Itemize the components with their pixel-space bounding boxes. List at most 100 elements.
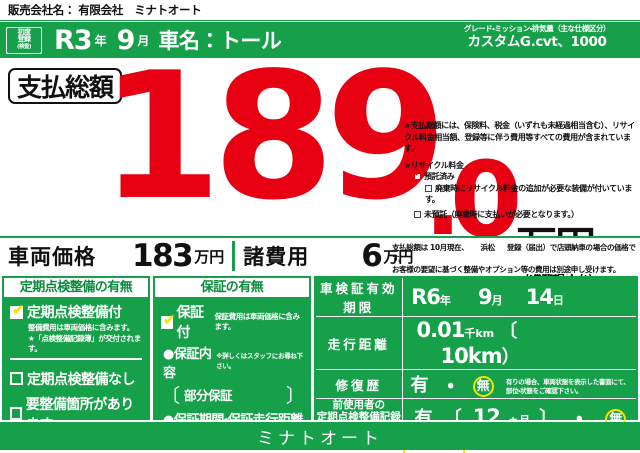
expiry-month-unit: 月 xyxy=(491,294,503,307)
table-row: 前使用者の 定期点検整備記録簿 有 〔 12 ヵ月 〕 ・ 無 xyxy=(316,398,636,436)
fine-print-1c: 登録（届出）で店頭納車の場合の価格です。 xyxy=(392,243,636,263)
car-name: 車名：トール xyxy=(158,29,282,53)
warranty-option-with-note: 保証費用は車両価格に含みます。 xyxy=(214,312,300,331)
total-price-area: 支払総額 189 . 0 万円 （消費税込み） ★支払総額には、保険料、税金（い… xyxy=(0,50,640,285)
checkbox-checked-icon[interactable] xyxy=(161,313,175,329)
repair-history-no-selected[interactable]: 無 xyxy=(472,376,494,397)
row-label-inspection-expiry: 車検証有効期限 xyxy=(316,278,403,317)
paren-close-icon: ） xyxy=(501,347,520,368)
dealer-bar: 販売会社名： 有限会社 ミナトオート xyxy=(0,0,640,21)
panel-warranty: 保証の有無 保証付 保証費用は車両価格に含みます。 ●保証内容 ※詳しくはスタッ… xyxy=(153,276,311,453)
repair-history-note-2: 部位・状態をご確認下さい。 xyxy=(505,386,583,395)
recycle-option-deposited[interactable]: 預託済み xyxy=(404,170,636,183)
recycle-option-extra-equipment[interactable]: 廃棄時にリサイクル料金の追加が必要な装備が付いています。 xyxy=(404,183,636,206)
divider xyxy=(10,358,142,360)
fine-print-month: 10 xyxy=(430,243,440,252)
recycle-option-not-deposited[interactable]: 未預託（廃棄時に支払いが必要となります。） xyxy=(404,209,636,221)
warranty-content-row: ●保証内容 ※詳しくはスタッフにお尋ね下さい。 xyxy=(155,342,309,381)
bracket-open-icon: 〔 xyxy=(161,385,181,407)
warranty-panel-title: 保証の有無 xyxy=(155,278,309,297)
fine-print-1a: 支払総額は xyxy=(392,243,428,252)
inspection-note-2: ★「点検整備記録簿」が交付されます。 xyxy=(28,334,141,353)
repair-history-yes[interactable]: 有 xyxy=(410,375,429,396)
recycle-option-not-deposited-label: 未預託（廃棄時に支払いが必要となります。） xyxy=(424,209,579,219)
total-price-decimal: 0 xyxy=(450,139,522,261)
fine-print-city: 浜松 xyxy=(480,243,495,252)
separator-dot: ・ xyxy=(447,375,454,396)
recycle-option-extra-equipment-label: 廃棄時にリサイクル料金の追加が必要な装備が付いています。 xyxy=(425,183,632,205)
expiry-day: 14 xyxy=(525,285,554,309)
registration-month: 9 xyxy=(116,24,136,56)
checkbox-checked-icon[interactable] xyxy=(414,170,421,180)
badge-line-3: (検査) xyxy=(16,43,32,50)
fine-print-1b: 月現在、 xyxy=(439,243,469,252)
inspection-option-with[interactable]: 定期点検整備付 xyxy=(4,297,148,322)
checkbox-icon[interactable] xyxy=(425,184,432,192)
bracket-close-icon: 〕 xyxy=(285,385,305,407)
warranty-content-value-row: 〔 部分保証 〕 xyxy=(155,381,309,408)
table-row: 車検証有効期限 R6年 9月 14日 xyxy=(316,278,636,317)
checkbox-icon[interactable] xyxy=(414,210,421,218)
repair-history-note-1: 有りの場合、車両状態を表示した書面にて、 xyxy=(505,377,630,386)
month-unit: 月 xyxy=(137,33,150,48)
fees-label: 諸費用 xyxy=(243,245,310,269)
grade-value: カスタムG.cvt、1000 xyxy=(467,34,607,50)
inspection-panel-title: 定期点検整備の有無 xyxy=(4,278,148,297)
registration-year: R3 xyxy=(54,24,93,56)
note-recycle-title: ★リサイクル料金 xyxy=(404,160,464,170)
fine-print-line-2: お客様の要望に基づく整備やオプション等の費用は別途申し受けます。 xyxy=(392,265,621,274)
warranty-content-value: 部分保証 xyxy=(184,388,233,403)
checkbox-checked-icon[interactable] xyxy=(10,303,25,319)
fees-value: 6 xyxy=(361,238,383,274)
table-row: 修復歴 有 ・ 無 有りの場合、車両状態を表示した書面にて、 部位・状態をご確認… xyxy=(316,369,636,399)
note-recycle-fee: ★リサイクル料金 預託済み 廃棄時にリサイクル料金の追加が必要な装備が付いていま… xyxy=(404,160,636,221)
note-total-includes: ★支払総額には、保険料、税金（いずれも未経過相当含む）、リサイクル料金相当額、登… xyxy=(404,121,635,153)
badge-line-1: 初度 xyxy=(17,27,32,36)
dealer-name: 有限会社 ミナトオート xyxy=(78,3,202,17)
dealer-label: 販売会社名： xyxy=(8,3,76,17)
table-row: 走行距離 0.01千km 〔 10km） xyxy=(316,316,636,370)
vehicle-price-unit: 万円 xyxy=(194,247,225,266)
recycle-option-deposited-label: 預託済み xyxy=(424,172,455,181)
row-label-repair-history: 修復歴 xyxy=(316,369,403,399)
inspection-option-without-label: 定期点検整備なし xyxy=(27,371,136,388)
prev-owner-label-line-1: 前使用者の xyxy=(332,399,386,411)
inspection-note-4: 部位・状態をご確認下さい。 xyxy=(34,447,122,453)
fine-print-line-1: 支払総額は 10月現在、 浜松 登録（届出）で店頭納車の場合の価格です。 xyxy=(392,242,640,264)
expiry-month: 9 xyxy=(477,285,493,309)
inspection-note-1: 整備費用は車両価格に含みます。 xyxy=(28,323,134,332)
first-registration-badge: 初度 登録 (検査) xyxy=(6,26,42,54)
mileage-value: 0.01 xyxy=(416,318,466,342)
warranty-option-with-label: 保証付 xyxy=(176,305,204,341)
warranty-content-label: ●保証内容 xyxy=(163,347,212,381)
divider xyxy=(232,241,236,271)
row-label-mileage: 走行距離 xyxy=(316,316,403,370)
checkbox-icon[interactable] xyxy=(10,372,23,385)
total-payment-badge: 支払総額 xyxy=(8,68,122,104)
grade-caption: グレード・ミッション・排気量（主な仕様区分） xyxy=(463,24,611,33)
row-value-repair-history: 有 ・ 無 有りの場合、車両状態を表示した書面にて、 部位・状態をご確認下さい。 xyxy=(402,370,636,399)
bottom-panels: 定期点検整備の有無 定期点検整備付 整備費用は車両価格に含みます。 ★「点検整備… xyxy=(0,276,640,453)
warranty-content-note: ※詳しくはスタッフにお尋ね下さい。 xyxy=(216,352,303,370)
inspection-option-with-label: 定期点検整備付 xyxy=(27,305,122,321)
panel-periodic-inspection: 定期点検整備の有無 定期点検整備付 整備費用は車両価格に含みます。 ★「点検整備… xyxy=(2,276,150,453)
expiry-day-unit: 日 xyxy=(552,294,564,307)
footer-shop-name: ミナトオート xyxy=(0,422,640,450)
vehicle-price-value: 183 xyxy=(132,238,194,274)
expiry-year-unit: 年 xyxy=(439,294,451,307)
panel-vehicle-info: 車検証有効期限 R6年 9月 14日 走行距離 0.01千km 〔 1 xyxy=(314,276,638,453)
price-fine-print: 支払総額は 10月現在、 浜松 登録（届出）で店頭納車の場合の価格です。 お客様… xyxy=(392,242,640,275)
grade-box: グレード・ミッション・排気量（主な仕様区分） カスタムG.cvt、1000 xyxy=(442,24,632,50)
expiry-year: R6 xyxy=(411,285,441,309)
paren-open-icon: 〔 xyxy=(499,321,518,342)
warranty-option-with[interactable]: 保証付 保証費用は車両価格に含みます。 xyxy=(155,297,309,342)
mileage-unit: 千km xyxy=(464,327,495,340)
inspection-option-without[interactable]: 定期点検整備なし xyxy=(4,364,148,389)
fees-unit: 万円 xyxy=(383,247,414,266)
row-value-inspection-expiry: R6年 9月 14日 xyxy=(402,278,636,317)
checkbox-icon[interactable] xyxy=(10,407,22,420)
year-unit: 年 xyxy=(94,33,107,48)
total-price-integer: 189 xyxy=(100,36,447,239)
row-value-mileage: 0.01千km 〔 10km） xyxy=(402,317,636,370)
